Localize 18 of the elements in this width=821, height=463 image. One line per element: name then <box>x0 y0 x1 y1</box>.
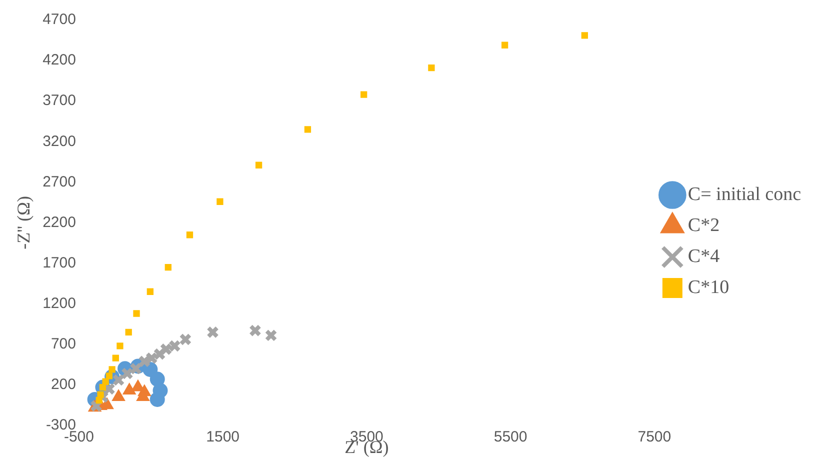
legend-label: C*2 <box>688 214 720 236</box>
y-tick-label: 1700 <box>42 254 76 272</box>
y-axis-title: -Z'' (Ω) <box>14 196 34 250</box>
y-tick-label: 3200 <box>42 132 76 150</box>
y-tick-label: 2700 <box>42 173 76 190</box>
legend-label: C*4 <box>688 246 720 267</box>
y-tick-label: 3700 <box>42 92 76 110</box>
y-tick-label: 2200 <box>42 214 76 231</box>
x-tick-label: 7500 <box>638 428 672 446</box>
y-tick-label: 200 <box>50 376 76 393</box>
y-tick-label: 4200 <box>42 52 76 69</box>
y-tick-label: 1200 <box>42 294 76 312</box>
x-tick-label: 1500 <box>206 428 240 446</box>
y-tick-label: 700 <box>50 335 76 352</box>
x-tick-label: 5500 <box>494 428 528 446</box>
y-tick-label: 4700 <box>42 11 76 28</box>
legend-label: C= initial conc <box>688 184 802 205</box>
legend-label: C*10 <box>688 276 730 298</box>
